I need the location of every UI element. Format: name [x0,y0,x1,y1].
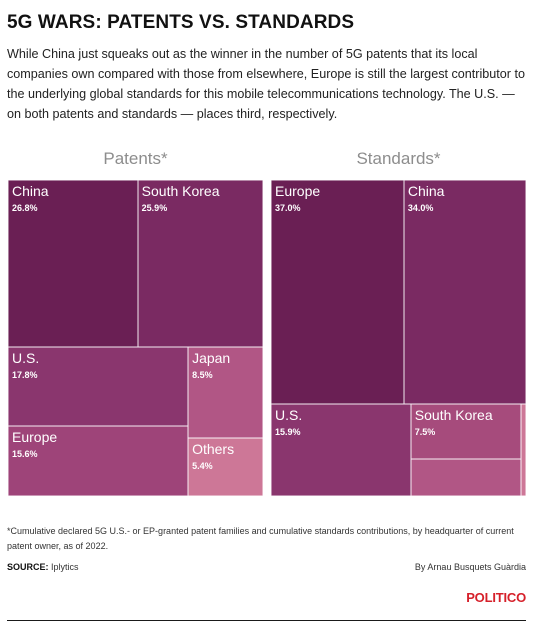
patents-panel-title: Patents* [8,149,263,169]
standards-panel-title: Standards* [271,149,526,169]
bottom-rule [7,620,526,621]
cell-value: 26.8% [12,203,38,213]
treemap-cell-u-s: U.S. 17.8% [8,347,188,427]
cell-label: China [12,183,49,199]
treemap-cell-south-korea: South Korea 7.5% [411,404,521,459]
cell-label: China [408,183,445,199]
cell-label: Japan [192,350,230,366]
source-line: SOURCE: Iplytics [7,562,79,572]
treemap-cell-u-s: U.S. 15.9% [271,404,411,496]
treemap-cell-europe: Europe 37.0% [271,180,404,404]
footnote: *Cumulative declared 5G U.S.- or EP-gran… [7,524,532,554]
chart-subtitle: While China just squeaks out as the winn… [7,44,527,124]
cell-label: South Korea [415,407,493,423]
treemap-cell-japan: Japan5.0% [411,459,521,496]
treemap-cell-south-korea: South Korea 25.9% [138,180,263,347]
cell-label: Others [192,441,234,457]
chart-title: 5G WARS: PATENTS VS. STANDARDS [7,12,354,34]
source-value: Iplytics [51,562,79,572]
cell-value: 25.9% [142,203,168,213]
cell-value: 7.5% [415,427,436,437]
cell-vertical-label: Japan5.0% [411,459,413,493]
byline: By Arnau Busquets Guàrdia [415,562,526,572]
cell-value: 17.8% [12,370,38,380]
cell-label: Europe [275,183,320,199]
cell-value: 34.0% [408,203,434,213]
cell-label: U.S. [12,350,39,366]
politico-logo: POLITICO [466,590,526,605]
cell-value: 8.5% [192,370,213,380]
source-label: SOURCE: [7,562,49,572]
cell-value: 37.0% [275,203,301,213]
treemap-cell-others: Others 5.4% [188,438,263,496]
treemap-cell-europe: Europe 15.6% [8,426,188,496]
cell-label: South Korea [142,183,220,199]
cell-value: 15.9% [275,427,301,437]
cell-label: U.S. [275,407,302,423]
treemap-cell-japan: Japan 8.5% [188,347,263,438]
cell-label: Europe [12,429,57,445]
cell-value: 15.6% [12,449,38,459]
treemap-cell-other-5 [521,404,526,496]
treemap-cell-china: China 34.0% [404,180,526,404]
cell-value: 5.4% [192,461,213,471]
treemap-cell-china: China 26.8% [8,180,138,347]
